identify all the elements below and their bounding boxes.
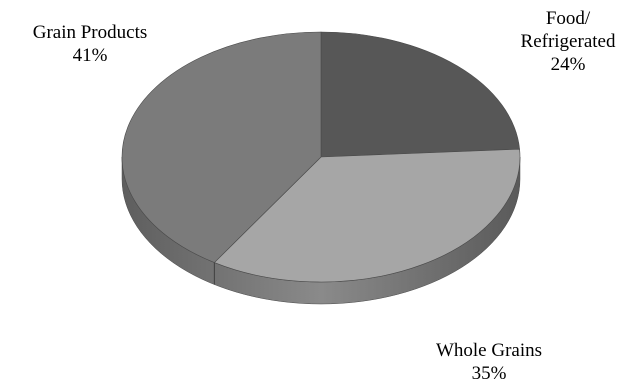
pie-value-label: 41%: [73, 45, 108, 66]
pie-label-whole-grains: Whole Grains 35%: [436, 340, 542, 384]
pie-label-layer: Food/Refrigerated 24% Whole Grains 35% Grain…: [33, 8, 616, 384]
pie-slice-food-refrigerated: [320, 31, 520, 158]
pie-category-label: Grain Products: [33, 22, 148, 43]
pie-top-layer: [121, 31, 521, 283]
pie-label-grain-products: Grain Products 41%: [33, 22, 148, 66]
pie-slice-grain-products: [121, 31, 322, 263]
pie-value-label: 24%: [551, 54, 586, 75]
pie-value-label: 35%: [472, 363, 507, 384]
pie-category-label: Whole Grains: [436, 340, 542, 361]
pie-category-label: Refrigerated: [521, 31, 616, 52]
pie-category-label: Food/: [546, 8, 591, 29]
pie-slice-whole-grains: [213, 148, 521, 283]
pie-label-food-refrigerated: Food/Refrigerated 24%: [521, 8, 616, 75]
